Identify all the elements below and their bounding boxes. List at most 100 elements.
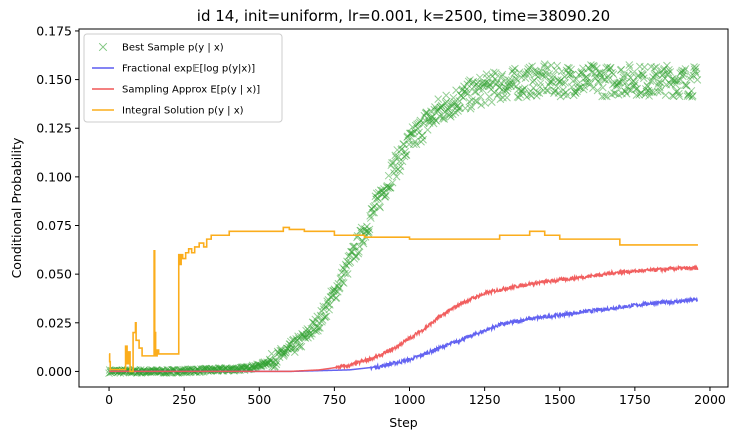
- best-sample-marker: [588, 62, 597, 71]
- best-sample-marker: [646, 77, 655, 86]
- best-sample-marker: [504, 82, 513, 91]
- best-sample-marker: [503, 93, 511, 102]
- best-sample-marker: [476, 92, 485, 101]
- x-tick-label: 2000: [694, 392, 726, 407]
- best-sample-marker: [622, 89, 631, 98]
- series-2: [109, 264, 699, 373]
- best-sample-marker: [364, 228, 373, 236]
- best-sample-marker: [640, 63, 649, 72]
- best-sample-marker: [609, 70, 618, 79]
- best-sample-marker: [626, 63, 634, 72]
- best-sample-marker: [567, 83, 576, 91]
- legend-entry-label: Best Sample p(y | x): [122, 43, 224, 54]
- best-sample-marker: [267, 349, 276, 358]
- legend-entry-label: Integral Solution p(y | x): [122, 106, 244, 117]
- best-sample-marker: [467, 102, 476, 111]
- best-sample-marker: [384, 171, 393, 180]
- legend: Best Sample p(y | x) Fractional exp𝔼[log …: [83, 33, 283, 123]
- best-sample-marker: [446, 110, 454, 118]
- best-sample-marker: [382, 191, 390, 199]
- best-sample-marker: [381, 192, 390, 201]
- best-sample-marker: [687, 86, 696, 95]
- best-sample-marker: [359, 239, 368, 248]
- series-step-line: [108, 226, 698, 373]
- best-sample-marker: [466, 104, 475, 113]
- best-sample-marker: [665, 65, 673, 74]
- best-sample-marker: [376, 203, 384, 212]
- best-sample-marker: [528, 62, 536, 71]
- best-sample-marker: [485, 92, 493, 101]
- best-sample-marker: [583, 74, 592, 82]
- best-sample-marker: [625, 61, 634, 69]
- best-sample-marker: [412, 140, 421, 149]
- best-sample-marker: [557, 67, 566, 76]
- best-sample-marker: [297, 342, 306, 351]
- best-sample-marker: [685, 92, 694, 100]
- best-sample-marker: [674, 89, 683, 98]
- best-sample-marker: [442, 97, 451, 106]
- best-sample-marker: [693, 76, 702, 84]
- chart-title: id 14, init=uniform, lr=0.001, k=2500, t…: [197, 7, 610, 25]
- best-sample-marker: [563, 91, 571, 100]
- best-sample-marker: [553, 61, 562, 70]
- best-sample-marker: [593, 86, 602, 95]
- best-sample-marker: [616, 78, 624, 87]
- best-sample-marker: [606, 63, 615, 72]
- best-sample-marker: [439, 114, 447, 123]
- best-sample-marker: [681, 65, 690, 73]
- best-sample-marker: [481, 99, 490, 107]
- best-sample-marker: [600, 92, 609, 100]
- best-sample-marker: [511, 74, 520, 83]
- best-sample-marker: [669, 92, 678, 101]
- best-sample-marker: [651, 71, 659, 80]
- y-axis-label: Conditional Probability: [9, 137, 24, 278]
- best-sample-marker: [308, 329, 316, 338]
- best-sample-marker: [610, 89, 618, 97]
- y-tick-label: 0.100: [36, 169, 72, 184]
- best-sample-marker: [602, 92, 611, 101]
- x-tick-label: 0: [105, 392, 113, 407]
- best-sample-marker: [624, 85, 633, 94]
- best-sample-marker: [271, 362, 279, 371]
- best-sample-marker: [666, 68, 675, 76]
- y-tick-label: 0.125: [36, 121, 72, 136]
- best-sample-marker: [354, 249, 363, 258]
- best-sample-marker: [585, 64, 593, 73]
- best-sample-marker: [533, 88, 542, 97]
- axes-frame: [78, 28, 729, 388]
- best-sample-marker: [355, 242, 364, 251]
- plot-area: [105, 60, 702, 378]
- best-sample-marker: [682, 81, 691, 90]
- y-tick-label: 0.050: [36, 267, 72, 282]
- best-sample-marker: [652, 63, 661, 71]
- best-sample-marker: [511, 64, 519, 73]
- best-sample-marker: [675, 92, 684, 101]
- best-sample-marker: [543, 63, 552, 72]
- best-sample-marker: [661, 91, 670, 99]
- best-sample-marker: [692, 63, 700, 72]
- best-sample-marker: [434, 95, 443, 103]
- x-tick-label: 500: [247, 392, 271, 407]
- series-1: [109, 296, 699, 373]
- best-sample-marker: [491, 69, 500, 77]
- best-sample-marker: [316, 324, 324, 332]
- best-sample-marker: [560, 72, 569, 81]
- best-sample-marker: [619, 73, 628, 82]
- y-axis: 0.000 0.025 0.050 0.075 0.100 0.125 0.150 0.175: [36, 23, 79, 379]
- best-sample-marker: [663, 61, 671, 70]
- best-sample-marker: [464, 89, 472, 98]
- best-sample-marker: [211, 366, 220, 375]
- best-sample-marker: [442, 91, 451, 100]
- best-sample-marker: [556, 92, 565, 101]
- y-tick-label: 0.025: [36, 315, 72, 330]
- legend-entry-label: Sampling Approx E[p(y | x)]: [122, 85, 260, 96]
- best-sample-marker: [639, 71, 648, 79]
- best-sample-marker: [545, 70, 554, 78]
- best-sample-marker: [650, 64, 659, 72]
- best-sample-marker: [497, 72, 506, 81]
- series-3: [108, 226, 698, 373]
- best-sample-marker: [536, 79, 545, 87]
- best-sample-marker: [392, 172, 401, 181]
- best-sample-marker: [370, 208, 378, 217]
